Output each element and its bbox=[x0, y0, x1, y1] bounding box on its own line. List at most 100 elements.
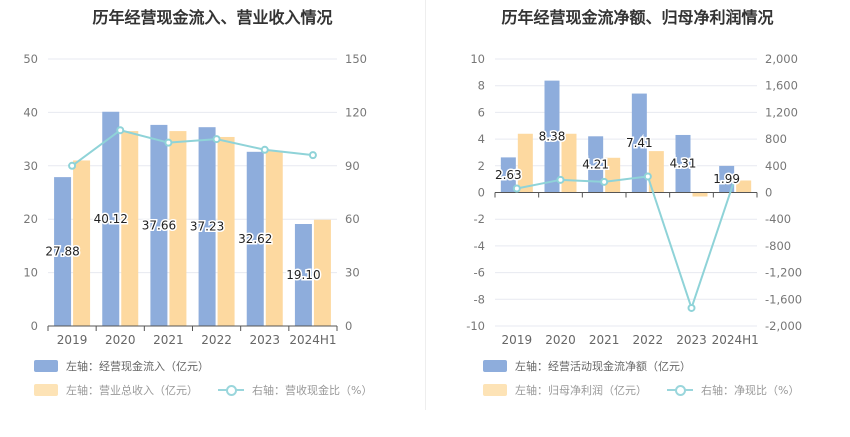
bar bbox=[73, 160, 91, 326]
y-left-tick-label: 0 bbox=[478, 186, 485, 200]
y-right-tick-label: 150 bbox=[345, 52, 367, 66]
y-left-tick-label: 40 bbox=[23, 105, 38, 119]
bar bbox=[517, 133, 533, 193]
data-label: 4.21 bbox=[582, 157, 609, 171]
bar bbox=[169, 131, 187, 326]
y-left-tick-label: -4 bbox=[474, 239, 485, 253]
y-right-tick-label: 2,000 bbox=[765, 52, 798, 66]
line-point bbox=[68, 161, 77, 170]
line-point bbox=[643, 172, 652, 181]
legend-item-cash-inflow[interactable]: 左轴：经营现金流入（亿元） bbox=[34, 358, 209, 374]
bar bbox=[102, 111, 120, 326]
y-right-tick-label: 1,200 bbox=[765, 105, 798, 119]
x-tick-label: 2019 bbox=[502, 333, 533, 347]
left-chart-panel: 历年经营现金流入、营业收入情况 0 0 10 30 20 60 30 90 40 120 50 150… bbox=[23, 8, 372, 398]
legend-item-revenue[interactable]: 左轴：营业总收入（亿元） bbox=[34, 382, 198, 398]
x-tick-label: 2021 bbox=[589, 333, 620, 347]
x-tick-label: 2022 bbox=[201, 333, 232, 347]
data-label: 4.31 bbox=[670, 157, 697, 171]
y-left-tick-label: 2 bbox=[478, 159, 485, 173]
legend-item-cash-ratio[interactable]: 右轴：营收现金比（%） bbox=[218, 382, 372, 398]
legend-item-net-cash-ratio[interactable]: 右轴：净现比（%） bbox=[667, 382, 799, 398]
data-label: 37.23 bbox=[190, 220, 224, 234]
y-right-tick-label: 60 bbox=[345, 212, 360, 226]
x-tick-label: 2023 bbox=[676, 333, 707, 347]
bar bbox=[121, 131, 139, 326]
data-label: 27.88 bbox=[45, 245, 79, 259]
series-line bbox=[516, 175, 737, 312]
line-point bbox=[308, 151, 317, 160]
x-tick-label: 2024H1 bbox=[712, 333, 759, 347]
legend-item-net-cash-flow[interactable]: 左轴：经营活动现金流净额（亿元） bbox=[483, 358, 691, 374]
legend-label: 左轴：归母净利润（亿元） bbox=[515, 384, 647, 397]
bar bbox=[500, 157, 516, 193]
chart-title: 历年经营现金流净额、归母净利润情况 bbox=[501, 8, 774, 27]
bar bbox=[150, 124, 168, 326]
data-label: 32.62 bbox=[238, 232, 272, 246]
right-chart-panel: 历年经营现金流净额、归母净利润情况 -10 -2,000 -8 -1,600 -6 -1,… bbox=[425, 0, 850, 437]
data-label: 19.10 bbox=[286, 268, 320, 282]
line-point bbox=[512, 184, 521, 193]
x-tick-label: 2023 bbox=[249, 333, 280, 347]
bar bbox=[692, 192, 708, 197]
bar bbox=[588, 136, 604, 193]
y-left-tick-label: -6 bbox=[474, 266, 485, 280]
left-chart-plot: 0 0 10 30 20 60 30 90 40 120 50 150 2019 2020 2021 2022… bbox=[23, 52, 367, 347]
y-right-tick-label: 1,600 bbox=[765, 79, 798, 93]
legend-label: 左轴：营业总收入（亿元） bbox=[66, 384, 198, 397]
legend-swatch-net-cash-ratio bbox=[667, 383, 693, 397]
y-right-tick-label: -400 bbox=[765, 212, 791, 226]
line-point bbox=[164, 138, 173, 147]
legend-swatch-cash-inflow bbox=[34, 360, 58, 372]
y-left-tick-label: -8 bbox=[474, 292, 485, 306]
legend-swatch-cash-ratio bbox=[218, 383, 244, 397]
y-right-tick-label: 120 bbox=[345, 105, 367, 119]
line-point bbox=[556, 175, 565, 184]
y-right-tick-label: 0 bbox=[765, 186, 772, 200]
bar bbox=[265, 150, 283, 326]
data-label: 37.66 bbox=[142, 218, 176, 232]
y-right-tick-label: 400 bbox=[765, 159, 787, 173]
bar bbox=[217, 136, 235, 326]
x-tick-label: 2022 bbox=[633, 333, 664, 347]
y-left-tick-label: 0 bbox=[31, 319, 38, 333]
y-right-tick-label: 30 bbox=[345, 266, 360, 280]
x-tick-label: 2021 bbox=[153, 333, 184, 347]
bar bbox=[631, 93, 647, 193]
y-left-tick-label: 50 bbox=[23, 52, 38, 66]
legend-label: 右轴：营收现金比（%） bbox=[252, 384, 373, 397]
y-right-tick-label: 800 bbox=[765, 132, 787, 146]
y-right-tick-label: -1,200 bbox=[765, 266, 802, 280]
y-left-tick-label: 4 bbox=[478, 132, 485, 146]
chart-title: 历年经营现金流入、营业收入情况 bbox=[92, 8, 333, 27]
bar bbox=[246, 151, 264, 326]
bar bbox=[294, 224, 312, 326]
series-line bbox=[71, 129, 314, 167]
y-right-tick-label: -2,000 bbox=[765, 319, 802, 333]
y-left-tick-label: -10 bbox=[466, 319, 485, 333]
legend-swatch-revenue bbox=[34, 384, 58, 396]
y-right-tick-label: -1,600 bbox=[765, 292, 802, 306]
y-right-tick-label: -800 bbox=[765, 239, 791, 253]
legend-label: 左轴：经营活动现金流净额（亿元） bbox=[515, 360, 691, 373]
y-left-tick-label: -2 bbox=[474, 212, 485, 226]
line-point bbox=[600, 177, 609, 186]
y-left-tick-label: 30 bbox=[23, 159, 38, 173]
line-point bbox=[116, 126, 125, 135]
legend-swatch-net-cash-flow bbox=[483, 360, 507, 372]
x-tick-label: 2019 bbox=[57, 333, 88, 347]
legend-label: 右轴：净现比（%） bbox=[701, 384, 800, 397]
legend-item-net-profit[interactable]: 左轴：归母净利润（亿元） bbox=[483, 382, 647, 398]
data-label: 1.99 bbox=[713, 172, 740, 186]
line-point bbox=[731, 173, 740, 182]
bar bbox=[605, 157, 621, 193]
bar bbox=[544, 80, 560, 193]
data-label: 40.12 bbox=[94, 212, 128, 226]
x-tick-label: 2020 bbox=[545, 333, 576, 347]
y-right-tick-label: 90 bbox=[345, 159, 360, 173]
y-right-tick-label: 0 bbox=[345, 319, 352, 333]
bar bbox=[561, 133, 577, 193]
bar bbox=[719, 165, 735, 193]
y-left-tick-label: 10 bbox=[23, 266, 38, 280]
panel-divider bbox=[425, 0, 426, 410]
